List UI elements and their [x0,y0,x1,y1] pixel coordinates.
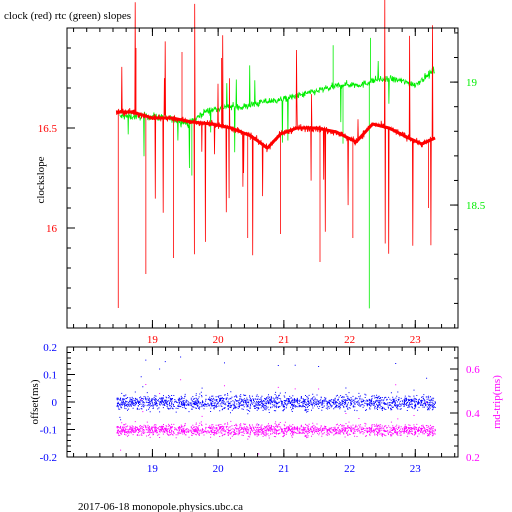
footer-text: 2017-06-18 monopole.physics.ubc.ca [78,501,243,512]
top-ytick-left-label: 16 [46,223,58,235]
top-ytick-left-label: 16.5 [38,123,58,135]
top-xtick-label: 23 [410,334,422,346]
offset-points [116,356,436,426]
rtc-slope-series [119,60,435,169]
top-chart-title: clock (red) rtc (green) slopes [4,10,131,22]
bottom-chart-tick-labels: 19 20 21 22 23 -0.2 -0.1 0 0.1 0.2 0.2 0.4 0.6 [40,342,481,475]
clock-slope-smoothed [116,110,436,150]
bottom-ytick-left-label: -0.1 [40,425,57,437]
bottom-chart-ylabel-right: rnd-trip(ms) [491,375,503,429]
top-chart-frame [66,27,459,329]
bottom-ytick-left-label: 0.1 [43,370,57,382]
top-xtick-label: 21 [278,334,289,346]
top-xtick-label: 20 [213,334,225,346]
bottom-ytick-left-label: 0.2 [43,342,57,354]
top-ytick-right-label: 19 [466,77,478,89]
top-ytick-right-label: 18.5 [466,200,486,212]
bottom-ytick-left-label: -0.2 [40,452,57,464]
top-xtick-label: 19 [147,334,159,346]
top-chart-ylabel: clockslope [35,156,47,203]
bottom-ytick-right-label: 0.6 [466,364,480,376]
round-trip-points [116,379,436,455]
top-chart-series [115,0,436,309]
bottom-ytick-right-label: 0.4 [466,408,480,420]
top-chart-tick-labels: 19 20 21 22 23 16 16.5 18.5 19 [38,77,486,346]
bottom-chart-series [116,356,436,455]
bottom-xtick-label: 19 [147,463,159,475]
top-xtick-label: 22 [344,334,355,346]
bottom-xtick-label: 23 [410,463,422,475]
bottom-ytick-right-label: 0.2 [466,452,480,464]
bottom-xtick-label: 21 [278,463,289,475]
bottom-xtick-label: 20 [213,463,225,475]
bottom-ytick-left-label: 0 [52,397,58,409]
bottom-chart-frame [66,346,459,458]
bottom-chart-ylabel-left: offset(ms) [29,379,41,424]
bottom-xtick-label: 22 [344,463,355,475]
